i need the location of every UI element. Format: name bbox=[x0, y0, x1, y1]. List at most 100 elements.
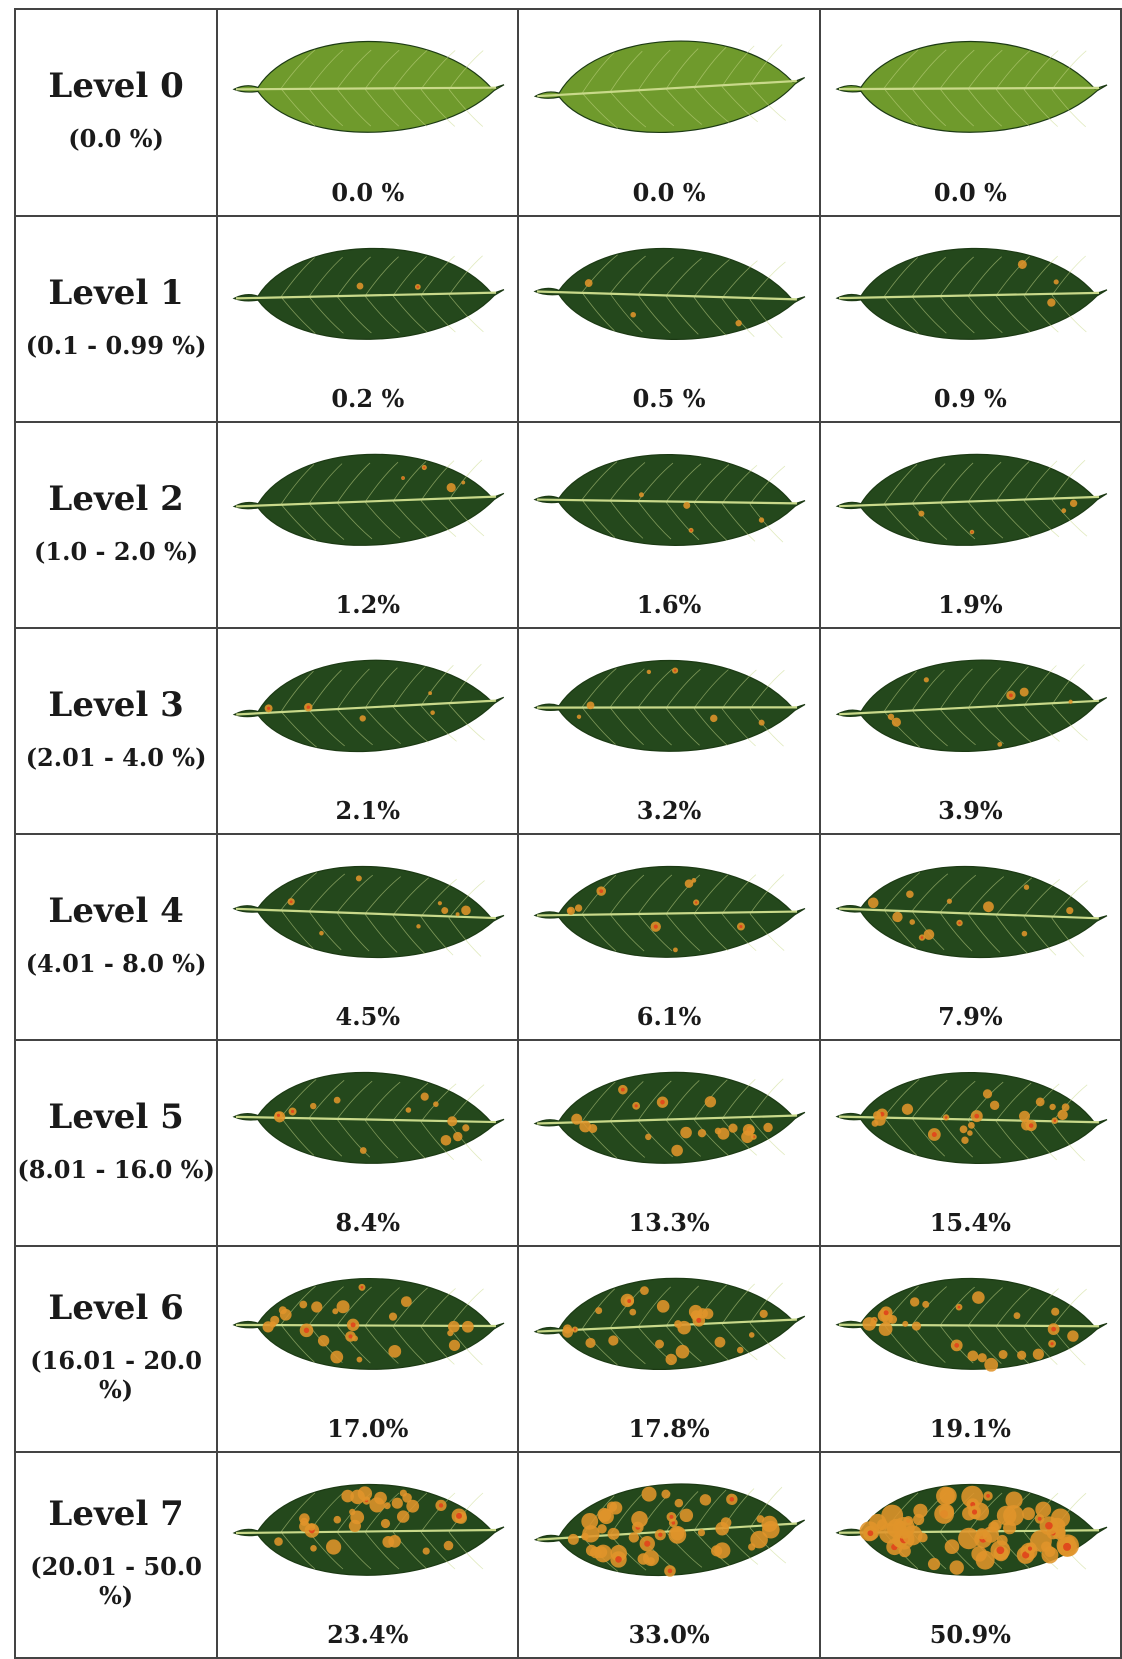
level-name: Level 0 bbox=[48, 66, 184, 106]
leaf-sample-cell: 17.8% bbox=[517, 1245, 821, 1453]
leaf-sample-cell: 0.5 % bbox=[517, 215, 821, 423]
level-range: (4.01 - 8.0 %) bbox=[25, 948, 207, 978]
leaf-image bbox=[835, 1277, 1108, 1372]
level-name: Level 6 bbox=[48, 1288, 184, 1328]
leaf-sample-cell: 1.6% bbox=[517, 421, 821, 629]
level-row: Level 2 (1.0 - 2.0 %) 1.2% 1.6% 1.9% bbox=[13, 421, 1122, 629]
leaf-image bbox=[835, 865, 1107, 959]
leaf-sample-cell: 3.2% bbox=[517, 627, 821, 835]
level-name: Level 7 bbox=[48, 1494, 184, 1534]
level-range: (0.0 %) bbox=[68, 124, 164, 153]
severity-percentage: 6.1% bbox=[636, 1002, 702, 1031]
leaf-image bbox=[534, 1483, 806, 1577]
severity-percentage: 8.4% bbox=[335, 1208, 401, 1237]
leaf-sample-cell: 6.1% bbox=[517, 833, 821, 1041]
severity-percentage: 1.6% bbox=[636, 590, 702, 619]
leaf-sample-cell: 0.2 % bbox=[216, 215, 520, 423]
severity-percentage: 3.2% bbox=[636, 796, 702, 825]
severity-percentage: 2.1% bbox=[335, 796, 401, 825]
leaf-image bbox=[534, 1071, 806, 1164]
leaf-image bbox=[533, 659, 806, 752]
severity-percentage: 13.3% bbox=[628, 1208, 710, 1237]
leaf-image bbox=[232, 453, 505, 546]
severity-percentage: 0.2 % bbox=[331, 384, 405, 413]
level-label-cell: Level 1 (0.1 - 0.99 %) bbox=[13, 215, 219, 423]
level-range: (2.01 - 4.0 %) bbox=[25, 742, 207, 772]
level-row: Level 1 (0.1 - 0.99 %) 0.2 % 0.5 % 0.9 % bbox=[13, 215, 1122, 423]
severity-percentage: 7.9% bbox=[938, 1002, 1003, 1031]
severity-percentage: 3.9% bbox=[938, 796, 1003, 825]
level-label-cell: Level 7 (20.01 - 50.0 %) bbox=[13, 1451, 219, 1659]
leaf-image bbox=[835, 659, 1107, 752]
level-label-cell: Level 5 (8.01 - 16.0 %) bbox=[13, 1039, 219, 1247]
level-label-cell: Level 4 (4.01 - 8.0 %) bbox=[13, 833, 219, 1041]
severity-percentage: 23.4% bbox=[327, 1620, 409, 1649]
leaf-image bbox=[232, 1277, 505, 1370]
severity-percentage: 15.4% bbox=[929, 1208, 1011, 1237]
leaf-image bbox=[232, 247, 505, 340]
level-label-cell: Level 2 (1.0 - 2.0 %) bbox=[13, 421, 219, 629]
leaf-sample-cell: 2.1% bbox=[216, 627, 520, 835]
severity-percentage: 17.8% bbox=[628, 1414, 710, 1443]
level-range: (8.01 - 16.0 %) bbox=[17, 1154, 215, 1184]
leaf-image bbox=[835, 247, 1107, 340]
leaf-sample-cell: 13.3% bbox=[517, 1039, 821, 1247]
leaf-sample-cell: 0.0 % bbox=[818, 8, 1122, 217]
leaf-image bbox=[232, 1483, 505, 1576]
leaf-sample-cell: 1.9% bbox=[818, 421, 1122, 629]
leaf-sample-cell: 50.9% bbox=[818, 1451, 1122, 1659]
severity-percentage: 0.0 % bbox=[331, 178, 405, 207]
leaf-sample-cell: 0.0 % bbox=[517, 8, 821, 217]
leaf-image bbox=[232, 866, 505, 959]
leaf-sample-cell: 7.9% bbox=[818, 833, 1122, 1041]
level-range: (1.0 - 2.0 %) bbox=[34, 536, 199, 566]
leaf-image bbox=[232, 40, 505, 133]
severity-percentage: 0.0 % bbox=[933, 178, 1007, 207]
severity-percentage: 1.9% bbox=[938, 590, 1003, 619]
severity-percentage: 33.0% bbox=[628, 1620, 710, 1649]
leaf-image bbox=[533, 453, 806, 546]
leaf-sample-cell: 15.4% bbox=[818, 1039, 1122, 1247]
leaf-sample-cell: 0.0 % bbox=[216, 8, 520, 217]
severity-percentage: 50.9% bbox=[929, 1620, 1011, 1649]
leaf-sample-cell: 8.4% bbox=[216, 1039, 520, 1247]
leaf-image bbox=[534, 1277, 806, 1371]
level-label-cell: Level 3 (2.01 - 4.0 %) bbox=[13, 627, 219, 835]
level-range: (20.01 - 50.0 %) bbox=[30, 1552, 202, 1610]
leaf-image bbox=[232, 659, 505, 753]
leaf-image bbox=[533, 247, 806, 341]
severity-percentage: 1.2% bbox=[335, 590, 401, 619]
leaf-sample-cell: 0.9 % bbox=[818, 215, 1122, 423]
level-name: Level 4 bbox=[48, 890, 184, 931]
leaf-image bbox=[835, 40, 1108, 133]
severity-percentage: 19.1% bbox=[929, 1414, 1011, 1443]
leaf-sample-cell: 4.5% bbox=[216, 833, 520, 1041]
severity-scale-grid: Level 0 (0.0 %) 0.0 % 0.0 % 0.0 % Level 1 (0.1… bbox=[13, 8, 1122, 1659]
level-name: Level 2 bbox=[48, 478, 184, 519]
level-range: (0.1 - 0.99 %) bbox=[25, 330, 207, 360]
leaf-sample-cell: 19.1% bbox=[818, 1245, 1122, 1453]
leaf-sample-cell: 3.9% bbox=[818, 627, 1122, 835]
severity-percentage: 0.5 % bbox=[632, 384, 706, 413]
level-row: Level 5 (8.01 - 16.0 %) 8.4% 13.3% 15.4% bbox=[13, 1039, 1122, 1247]
leaf-image bbox=[835, 1072, 1108, 1165]
leaf-image bbox=[835, 453, 1107, 546]
leaf-image bbox=[534, 40, 806, 133]
severity-percentage: 17.0% bbox=[327, 1414, 409, 1443]
level-label-cell: Level 6 (16.01 - 20.0 %) bbox=[13, 1245, 219, 1453]
level-range: (16.01 - 20.0 %) bbox=[30, 1346, 202, 1404]
leaf-sample-cell: 1.2% bbox=[216, 421, 520, 629]
leaf-sample-cell: 17.0% bbox=[216, 1245, 520, 1453]
leaf-image bbox=[533, 865, 806, 958]
level-row: Level 0 (0.0 %) 0.0 % 0.0 % 0.0 % bbox=[13, 8, 1122, 217]
leaf-sample-cell: 23.4% bbox=[216, 1451, 520, 1659]
level-row: Level 4 (4.01 - 8.0 %) 4.5% 6.1% 7.9% bbox=[13, 833, 1122, 1041]
level-row: Level 3 (2.01 - 4.0 %) 2.1% 3.2% 3.9% bbox=[13, 627, 1122, 835]
level-row: Level 7 (20.01 - 50.0 %) 23.4% 33.0% 50.9% bbox=[13, 1451, 1122, 1659]
severity-percentage: 0.0 % bbox=[632, 178, 706, 207]
level-row: Level 6 (16.01 - 20.0 %) 17.0% 17.8% 19.1% bbox=[13, 1245, 1122, 1453]
leaf-image bbox=[835, 1483, 1108, 1576]
level-name: Level 3 bbox=[48, 684, 184, 725]
level-name: Level 1 bbox=[48, 272, 184, 313]
severity-percentage: 4.5% bbox=[335, 1002, 401, 1031]
